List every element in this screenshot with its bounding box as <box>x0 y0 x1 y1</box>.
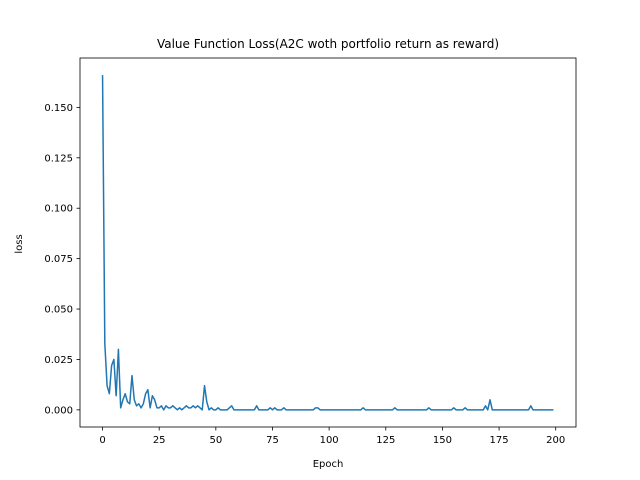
plot-area: 0 25 50 75 100 125 150 175 200 0.0000.0250.0500.… <box>44 57 577 446</box>
y-axis-label: loss <box>14 234 25 253</box>
chart-title: Value Function Loss(A2C woth portfolio r… <box>157 37 499 51</box>
x-tick-label: 100 <box>320 435 339 446</box>
axes-frame <box>79 57 577 428</box>
y-tick-label: 0.000 <box>44 405 73 416</box>
x-tick-label: 125 <box>376 435 395 446</box>
loss-series-line <box>101 75 554 411</box>
x-tick-label: 25 <box>153 435 166 446</box>
x-axis: 0 25 50 75 100 125 150 175 200 <box>99 427 565 446</box>
y-tick-label: 0.075 <box>44 254 73 265</box>
y-axis: 0.000 0.025 0.050 0.075 0.100 0.125 0.150 <box>44 103 80 416</box>
y-tick-label: 0.100 <box>44 204 73 215</box>
y-tick-label: 0.025 <box>44 355 73 366</box>
x-tick-label: 200 <box>546 435 565 446</box>
x-tick-label: 50 <box>209 435 222 446</box>
y-tick-label: 0.150 <box>44 103 73 114</box>
x-tick-label: 150 <box>433 435 452 446</box>
y-tick-label: 0.125 <box>44 153 73 164</box>
x-tick-label: 75 <box>266 435 279 446</box>
x-tick-label: 0 <box>99 435 105 446</box>
x-axis-label: Epoch <box>313 459 344 470</box>
x-tick-label: 175 <box>490 435 509 446</box>
y-tick-label: 0.050 <box>44 305 73 316</box>
